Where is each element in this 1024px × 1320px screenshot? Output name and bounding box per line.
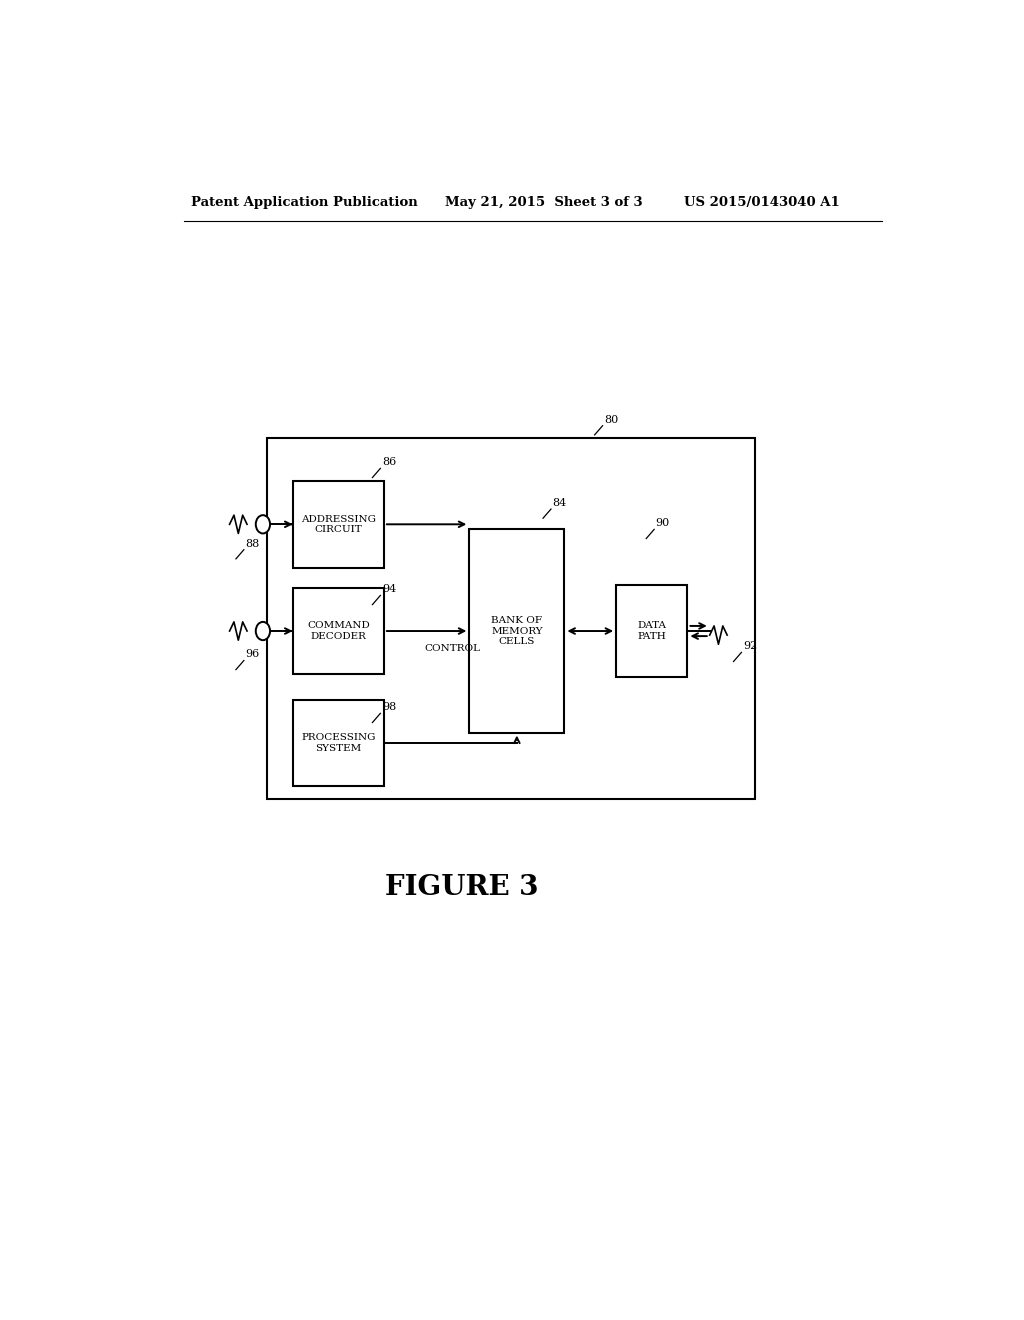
Text: 88: 88: [246, 539, 260, 549]
Text: ADDRESSING
CIRCUIT: ADDRESSING CIRCUIT: [301, 515, 376, 535]
Text: US 2015/0143040 A1: US 2015/0143040 A1: [684, 195, 840, 209]
Text: 94: 94: [382, 585, 396, 594]
Text: 86: 86: [382, 457, 396, 467]
Text: CONTROL: CONTROL: [424, 644, 480, 653]
Bar: [293, 587, 384, 675]
Text: 80: 80: [604, 414, 618, 425]
Text: DATA
PATH: DATA PATH: [637, 622, 667, 640]
Text: FIGURE 3: FIGURE 3: [385, 874, 538, 902]
Text: 90: 90: [655, 519, 670, 528]
Text: 96: 96: [246, 649, 260, 660]
Text: May 21, 2015  Sheet 3 of 3: May 21, 2015 Sheet 3 of 3: [445, 195, 643, 209]
Text: PROCESSING
SYSTEM: PROCESSING SYSTEM: [301, 733, 376, 752]
Bar: [469, 529, 564, 733]
Bar: [293, 700, 384, 785]
Circle shape: [256, 622, 270, 640]
Bar: [293, 480, 384, 568]
Text: COMMAND
DECODER: COMMAND DECODER: [307, 622, 370, 640]
Text: BANK OF
MEMORY
CELLS: BANK OF MEMORY CELLS: [492, 616, 543, 645]
Text: 98: 98: [382, 702, 396, 713]
Text: 84: 84: [553, 498, 567, 508]
Text: Patent Application Publication: Patent Application Publication: [191, 195, 418, 209]
Bar: [267, 438, 755, 799]
Text: 92: 92: [743, 642, 758, 651]
Bar: [616, 585, 687, 677]
Circle shape: [256, 515, 270, 533]
